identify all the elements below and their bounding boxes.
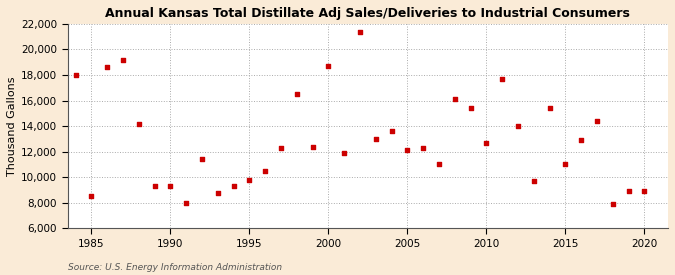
Point [591, 119, 602, 123]
Point [275, 146, 286, 150]
Point [450, 97, 460, 101]
Point [213, 190, 223, 195]
Point [433, 162, 444, 167]
Point [339, 151, 350, 155]
Point [102, 65, 113, 70]
Point [386, 129, 397, 133]
Point [134, 121, 144, 126]
Point [576, 138, 587, 142]
Point [402, 148, 412, 153]
Point [307, 144, 318, 149]
Point [639, 189, 650, 194]
Point [544, 106, 555, 111]
Text: Source: U.S. Energy Information Administration: Source: U.S. Energy Information Administ… [68, 263, 281, 272]
Point [165, 184, 176, 188]
Point [181, 201, 192, 206]
Point [465, 106, 476, 111]
Point [260, 169, 271, 173]
Point [371, 137, 381, 141]
Point [497, 77, 508, 81]
Point [228, 184, 239, 188]
Point [623, 189, 634, 194]
Point [512, 124, 523, 128]
Point [608, 202, 618, 206]
Point [560, 162, 571, 167]
Point [244, 178, 254, 182]
Point [196, 157, 207, 162]
Point [117, 57, 128, 62]
Point [70, 73, 81, 77]
Point [323, 64, 333, 68]
Point [86, 194, 97, 199]
Point [418, 146, 429, 150]
Point [292, 92, 302, 96]
Point [149, 184, 160, 188]
Point [481, 141, 492, 145]
Y-axis label: Thousand Gallons: Thousand Gallons [7, 76, 17, 176]
Title: Annual Kansas Total Distillate Adj Sales/Deliveries to Industrial Consumers: Annual Kansas Total Distillate Adj Sales… [105, 7, 630, 20]
Point [529, 179, 539, 183]
Point [354, 29, 365, 34]
